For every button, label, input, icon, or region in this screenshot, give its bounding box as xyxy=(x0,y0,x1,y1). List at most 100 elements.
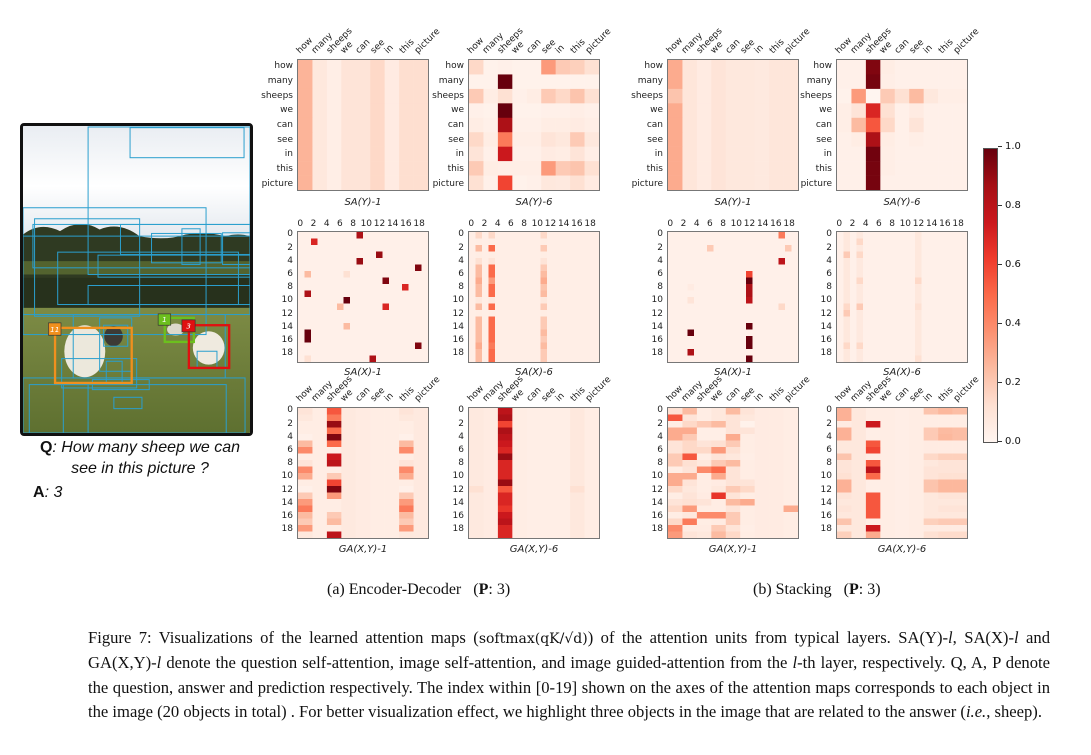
heatmap-cell xyxy=(894,408,910,415)
heatmap-cell xyxy=(740,175,755,190)
heatmap-cell xyxy=(341,175,357,190)
heatmap-cell xyxy=(541,466,556,474)
heatmap-cell xyxy=(370,434,385,441)
heatmap-cell xyxy=(851,473,867,480)
heatmap-cell xyxy=(923,434,939,441)
heatmap-cell xyxy=(408,329,416,337)
heatmap-cell xyxy=(783,447,798,454)
heatmap-cell xyxy=(326,427,342,435)
heatmap-cell xyxy=(851,132,867,147)
heatmap-cell xyxy=(421,232,428,239)
heatmap-cell xyxy=(541,117,556,133)
heatmap-cell xyxy=(341,146,357,162)
heatmap-cell xyxy=(311,342,318,350)
heatmap-cell xyxy=(700,349,708,356)
heatmap-cell xyxy=(880,473,896,480)
heatmap-cell xyxy=(938,103,953,119)
heatmap-cell xyxy=(521,284,528,291)
colorbar xyxy=(983,148,998,443)
heatmap-cell xyxy=(765,245,773,252)
heatmap-cell xyxy=(754,460,770,467)
heatmap-cell xyxy=(865,146,881,162)
heatmap-cell xyxy=(960,329,967,337)
heatmap-cell xyxy=(746,251,753,259)
heatmap-cell xyxy=(475,349,483,356)
heatmap-cell xyxy=(713,316,721,324)
heatmap-cell xyxy=(765,342,773,350)
heatmap-cell xyxy=(733,297,740,304)
heatmap-cell xyxy=(573,323,580,330)
heatmap-cell xyxy=(682,479,698,487)
y-tick-label: 12 xyxy=(651,484,663,495)
heatmap-cell xyxy=(851,460,867,467)
heatmap-cell xyxy=(534,290,541,298)
heatmap-cell xyxy=(668,447,683,454)
heatmap-cell xyxy=(837,453,852,461)
heatmap-cell xyxy=(304,310,312,317)
heatmap-cell xyxy=(668,492,683,500)
heatmap-cell xyxy=(570,161,585,176)
heatmap-cell xyxy=(483,161,499,176)
heatmap-cell xyxy=(895,303,903,311)
heatmap-a-sa-y-1: how many sheeps we can see in this picture how man… xyxy=(261,26,442,208)
heatmap-cell xyxy=(399,60,414,75)
heatmap-cell xyxy=(298,175,313,190)
heatmap-cell xyxy=(921,349,929,356)
heatmap-cell xyxy=(389,238,396,246)
heatmap-cell xyxy=(865,88,881,104)
heatmap-cell xyxy=(960,284,967,291)
heatmap-cell xyxy=(421,310,428,317)
heatmap-cell xyxy=(837,258,844,265)
heatmap-cell xyxy=(941,355,948,362)
y-tick-label: 12 xyxy=(651,308,663,319)
x-tick-label: 6 xyxy=(337,219,343,229)
heatmap-cell xyxy=(298,232,305,239)
heatmap-cell xyxy=(733,271,740,278)
heatmap-cell xyxy=(863,336,870,343)
heatmap-cell xyxy=(508,349,515,356)
label-3-text: 3 xyxy=(186,322,191,331)
heatmap-cell xyxy=(408,258,416,265)
heatmap-cell xyxy=(772,290,779,298)
heatmap-cell xyxy=(527,264,535,272)
heatmap-cell xyxy=(863,232,870,239)
heatmap-cell xyxy=(312,74,328,90)
heatmap-cell xyxy=(863,238,870,246)
heatmap-cell xyxy=(681,251,688,259)
heatmap-cell xyxy=(694,316,701,324)
heatmap-cell xyxy=(739,316,747,324)
heatmap-cell xyxy=(851,74,867,90)
heatmap-cell xyxy=(413,440,428,448)
y-tick-label: 10 xyxy=(452,471,464,482)
heatmap-cell xyxy=(497,525,513,532)
heatmap-cell xyxy=(711,499,727,506)
heatmap-cell xyxy=(370,146,385,162)
heatmap-cell xyxy=(952,473,967,480)
heatmap-cell xyxy=(376,303,383,311)
heatmap-cell xyxy=(869,284,877,291)
heatmap-cell xyxy=(733,284,740,291)
heatmap-cell xyxy=(921,232,929,239)
heatmap-cell xyxy=(399,175,414,190)
heatmap-cell xyxy=(512,434,528,441)
heatmap-cell xyxy=(389,271,396,278)
heatmap-cell xyxy=(526,427,542,435)
heatmap-cell xyxy=(837,525,852,532)
heatmap-cell xyxy=(369,336,377,343)
heatmap-cell xyxy=(495,310,502,317)
heatmap-cell xyxy=(482,349,489,356)
heatmap-cell xyxy=(740,60,755,75)
heatmap-cell xyxy=(399,132,414,147)
heatmap-cell xyxy=(304,290,312,298)
heatmap-cell xyxy=(713,303,721,311)
heatmap-cell xyxy=(941,290,948,298)
heatmap-cell xyxy=(483,103,499,119)
heatmap-cell xyxy=(713,251,721,259)
heatmap-cell xyxy=(682,512,698,519)
heatmap-cell xyxy=(413,447,428,454)
heatmap-cell xyxy=(733,316,740,324)
heatmap-cell xyxy=(746,323,753,330)
heatmap-cell xyxy=(298,284,305,291)
heatmap-cell xyxy=(566,303,574,311)
heatmap-cell xyxy=(573,290,580,298)
